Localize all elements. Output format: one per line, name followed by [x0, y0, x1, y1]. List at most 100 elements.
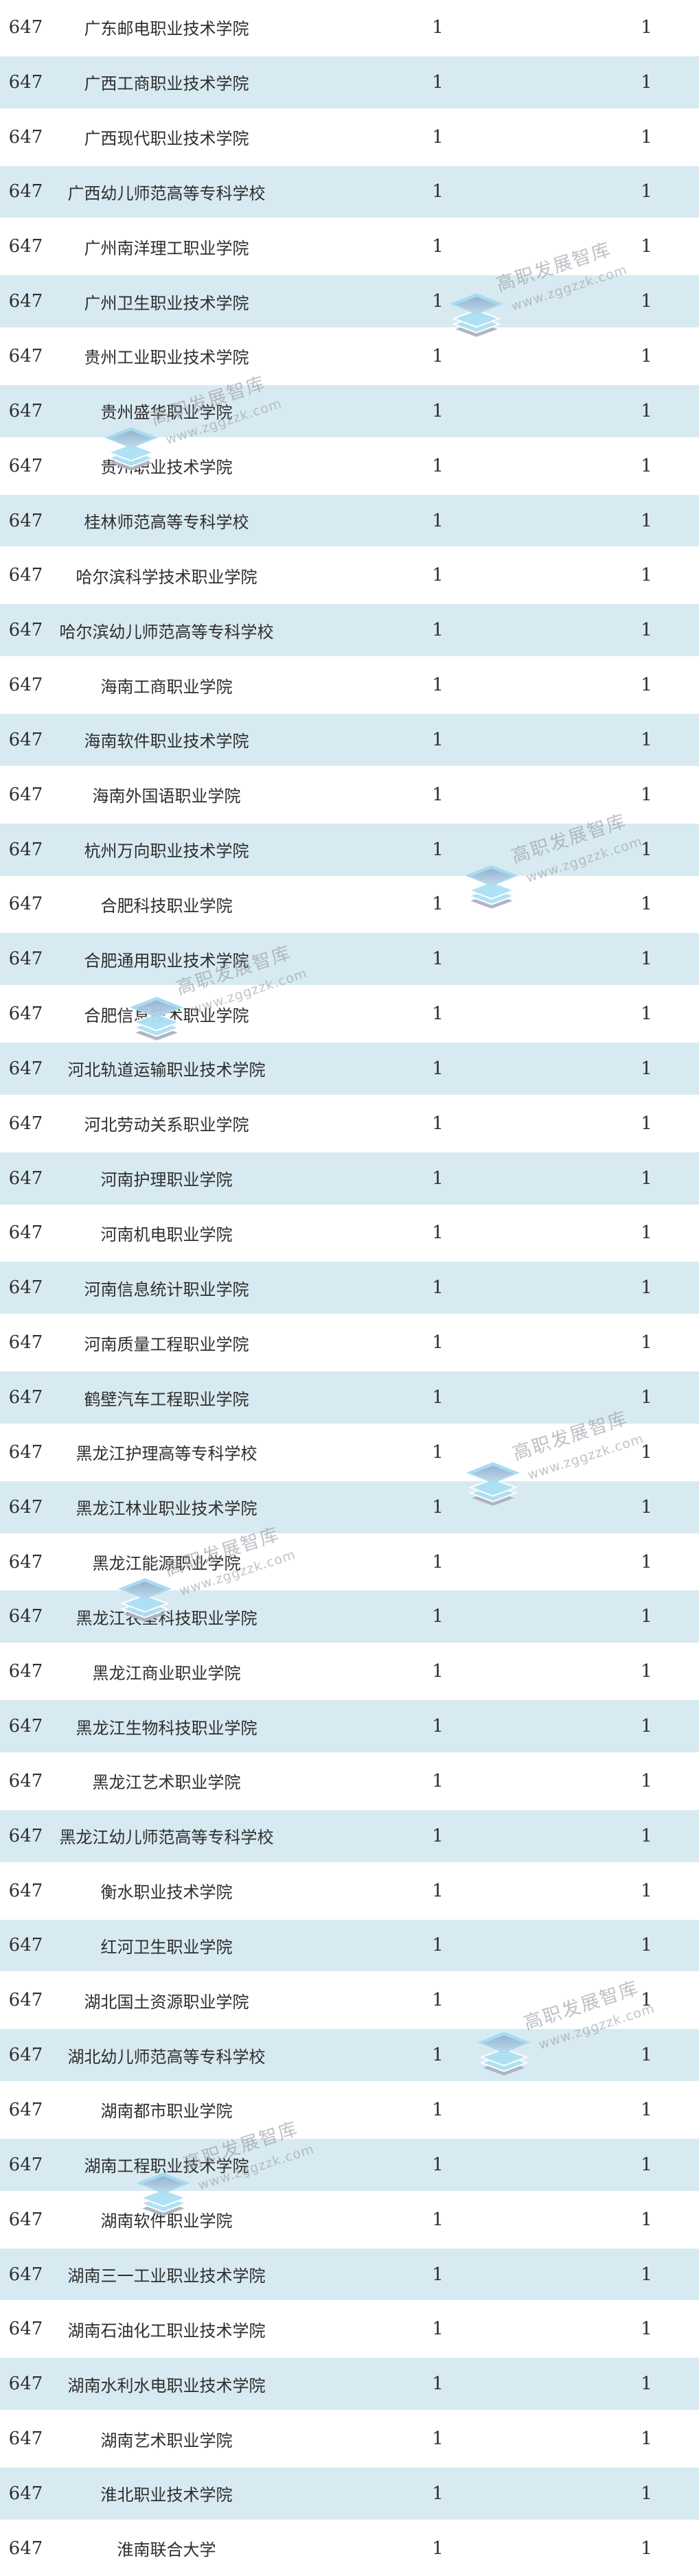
table-row: 647 湖南三一工业职业技术学院 1 1 [0, 2247, 699, 2302]
institution-name-cell: 淮南联合大学 [117, 2540, 216, 2560]
institution-name-cell: 淮北职业技术学院 [100, 2485, 233, 2505]
institution-name-cell: 广西工商职业技术学院 [84, 74, 249, 94]
table-row: 647 鹤壁汽车工程职业学院 1 1 [0, 1370, 699, 1425]
rank-code-cell: 647 [8, 236, 43, 257]
value2-cell: 1 [641, 1935, 652, 1956]
value1-cell: 1 [432, 291, 444, 312]
value1-cell: 1 [432, 2209, 444, 2230]
table-row: 647 广州卫生职业技术学院 1 1 [0, 274, 699, 329]
table-row: 647 湖南水利水电职业技术学院 1 1 [0, 2356, 699, 2412]
institution-name-cell: 湖南工程职业技术学院 [84, 2157, 249, 2177]
rank-code-cell: 647 [8, 1770, 43, 1791]
value2-cell: 1 [641, 1880, 652, 1901]
institution-name-cell: 黑龙江护理高等专科学校 [76, 1444, 257, 1464]
rank-code-cell: 647 [8, 1935, 43, 1956]
table-row: 647 湖南都市职业学院 1 1 [0, 2082, 699, 2137]
institution-name-cell: 贵州工业职业技术学院 [84, 348, 249, 368]
table-row: 647 杭州万向职业技术学院 1 1 [0, 822, 699, 877]
institution-name-cell: 合肥信息技术职业学院 [84, 1006, 249, 1025]
institution-name-cell: 湖南三一工业职业技术学院 [67, 2266, 266, 2286]
table-row: 647 河南机电职业学院 1 1 [0, 1206, 699, 1261]
value1-cell: 1 [432, 729, 444, 750]
rank-code-cell: 647 [8, 1990, 43, 2011]
value1-cell: 1 [432, 2374, 444, 2395]
value1-cell: 1 [432, 2154, 444, 2175]
institution-name-cell: 黑龙江生物科技职业学院 [76, 1718, 257, 1738]
table-row: 647 衡水职业技术学院 1 1 [0, 1864, 699, 1918]
value2-cell: 1 [641, 510, 652, 531]
rank-code-cell: 647 [8, 2319, 43, 2340]
value1-cell: 1 [432, 16, 444, 38]
value2-cell: 1 [641, 1058, 652, 1079]
value2-cell: 1 [641, 1113, 652, 1134]
value1-cell: 1 [432, 1441, 444, 1463]
institution-name-cell: 海南外国语职业学院 [92, 787, 241, 807]
table-row: 647 湖北幼儿师范高等专科学校 1 1 [0, 2028, 699, 2083]
institution-name-cell: 湖北幼儿师范高等专科学校 [67, 2047, 266, 2067]
value2-cell: 1 [641, 1496, 652, 1518]
value2-cell: 1 [641, 2264, 652, 2285]
rank-code-cell: 647 [8, 2099, 43, 2120]
institution-name-cell: 鹤壁汽车工程职业学院 [84, 1389, 249, 1409]
value1-cell: 1 [432, 2428, 444, 2450]
value1-cell: 1 [432, 1387, 444, 1408]
rank-code-cell: 647 [8, 16, 43, 38]
value1-cell: 1 [432, 949, 444, 970]
table-row: 647 黑龙江能源职业学院 1 1 [0, 1535, 699, 1590]
rank-code-cell: 647 [8, 2154, 43, 2175]
value2-cell: 1 [641, 1551, 652, 1573]
rank-code-cell: 647 [8, 1168, 43, 1189]
value2-cell: 1 [641, 729, 652, 750]
value2-cell: 1 [641, 1825, 652, 1846]
institution-name-cell: 杭州万向职业技术学院 [84, 842, 249, 861]
rank-code-cell: 647 [8, 2483, 43, 2504]
table-row: 647 合肥科技职业学院 1 1 [0, 877, 699, 932]
table-row: 647 桂林师范高等专科学校 1 1 [0, 493, 699, 548]
value1-cell: 1 [432, 2483, 444, 2504]
value1-cell: 1 [432, 236, 444, 257]
institution-name-cell: 湖南都市职业学院 [100, 2102, 233, 2122]
table-row: 647 海南软件职业技术学院 1 1 [0, 712, 699, 767]
rank-code-cell: 647 [8, 729, 43, 750]
value2-cell: 1 [641, 1387, 652, 1408]
value2-cell: 1 [641, 181, 652, 202]
table-row: 647 湖南软件职业学院 1 1 [0, 2192, 699, 2247]
institution-name-cell: 河北劳动关系职业学院 [84, 1115, 249, 1135]
institution-name-cell: 哈尔滨幼儿师范高等专科学校 [59, 622, 274, 642]
table-row: 647 湖南艺术职业学院 1 1 [0, 2411, 699, 2466]
rank-code-cell: 647 [8, 181, 43, 202]
institution-name-cell: 黑龙江林业职业技术学院 [76, 1499, 257, 1519]
value2-cell: 1 [641, 1770, 652, 1791]
value2-cell: 1 [641, 620, 652, 641]
table-row: 647 哈尔滨幼儿师范高等专科学校 1 1 [0, 603, 699, 658]
institution-name-cell: 哈尔滨科学技术职业学院 [76, 567, 257, 587]
institution-name-cell: 桂林师范高等专科学校 [84, 513, 249, 533]
value1-cell: 1 [432, 181, 444, 202]
value2-cell: 1 [641, 784, 652, 805]
value1-cell: 1 [432, 894, 444, 915]
table-row: 647 淮南联合大学 1 1 [0, 2521, 699, 2576]
value1-cell: 1 [432, 1716, 444, 1737]
value2-cell: 1 [641, 1990, 652, 2011]
value1-cell: 1 [432, 455, 444, 476]
table-row: 647 黑龙江艺术职业学院 1 1 [0, 1754, 699, 1809]
table-row: 647 河南护理职业学院 1 1 [0, 1150, 699, 1206]
table-row: 647 湖南工程职业技术学院 1 1 [0, 2137, 699, 2192]
rank-code-cell: 647 [8, 2264, 43, 2285]
institution-name-cell: 黑龙江艺术职业学院 [92, 1773, 241, 1793]
rank-code-cell: 647 [8, 1606, 43, 1627]
value1-cell: 1 [432, 1551, 444, 1573]
rank-code-cell: 647 [8, 1496, 43, 1518]
value2-cell: 1 [641, 400, 652, 421]
rank-code-cell: 647 [8, 1332, 43, 1354]
table-row: 647 淮北职业技术学院 1 1 [0, 2465, 699, 2521]
table-row: 647 海南工商职业学院 1 1 [0, 658, 699, 712]
rank-code-cell: 647 [8, 1058, 43, 1079]
value2-cell: 1 [641, 71, 652, 93]
rank-code-cell: 647 [8, 1387, 43, 1408]
value1-cell: 1 [432, 565, 444, 586]
institution-name-cell: 红河卫生职业学院 [100, 1937, 233, 1957]
institution-name-cell: 海南软件职业技术学院 [84, 732, 249, 752]
value2-cell: 1 [641, 2319, 652, 2340]
